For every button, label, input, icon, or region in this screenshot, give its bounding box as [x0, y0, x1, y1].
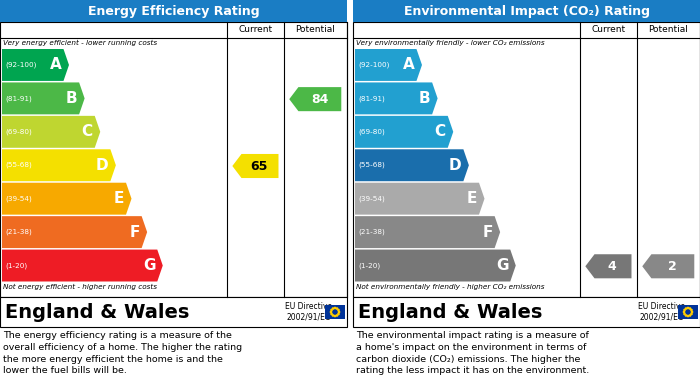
Text: D: D — [449, 158, 461, 173]
Text: 2: 2 — [668, 260, 677, 273]
Circle shape — [687, 316, 689, 317]
Circle shape — [685, 315, 687, 316]
Text: EU Directive
2002/91/EC: EU Directive 2002/91/EC — [638, 302, 685, 322]
Text: 65: 65 — [251, 160, 268, 172]
Text: (21-38): (21-38) — [358, 229, 385, 235]
Text: B: B — [419, 91, 430, 106]
Text: G: G — [143, 258, 155, 273]
Polygon shape — [232, 154, 279, 178]
Bar — [353, 22, 700, 297]
Text: E: E — [113, 191, 124, 206]
Bar — [325, 305, 345, 319]
Circle shape — [690, 315, 691, 316]
Text: (55-68): (55-68) — [358, 162, 385, 169]
Text: The environmental impact rating is a measure of
a home's impact on the environme: The environmental impact rating is a mea… — [356, 331, 589, 375]
Polygon shape — [2, 116, 100, 148]
Circle shape — [687, 307, 689, 308]
Text: (69-80): (69-80) — [358, 129, 385, 135]
Polygon shape — [355, 83, 438, 114]
Circle shape — [338, 313, 339, 315]
Polygon shape — [289, 87, 342, 111]
Polygon shape — [2, 183, 132, 215]
Text: EU Directive
2002/91/EC: EU Directive 2002/91/EC — [286, 302, 332, 322]
Circle shape — [332, 315, 334, 316]
Bar — [0, 297, 347, 327]
Bar — [353, 297, 700, 327]
Text: G: G — [496, 258, 508, 273]
Text: Very energy efficient - lower running costs: Very energy efficient - lower running co… — [3, 40, 157, 46]
Text: F: F — [130, 224, 139, 240]
Text: Potential: Potential — [295, 25, 335, 34]
Circle shape — [684, 313, 685, 315]
Text: The energy efficiency rating is a measure of the
overall efficiency of a home. T: The energy efficiency rating is a measur… — [3, 331, 242, 375]
Text: E: E — [467, 191, 477, 206]
Bar — [678, 305, 698, 319]
Text: (81-91): (81-91) — [5, 95, 32, 102]
Circle shape — [338, 309, 339, 311]
Polygon shape — [355, 216, 500, 248]
Text: (21-38): (21-38) — [5, 229, 32, 235]
Polygon shape — [355, 183, 484, 215]
Text: Current: Current — [592, 25, 626, 34]
Text: F: F — [482, 224, 493, 240]
Polygon shape — [2, 49, 69, 81]
Circle shape — [331, 309, 332, 311]
Text: Current: Current — [239, 25, 272, 34]
Text: (92-100): (92-100) — [5, 62, 36, 68]
Polygon shape — [2, 149, 116, 181]
Circle shape — [684, 309, 685, 311]
Circle shape — [691, 309, 692, 311]
Circle shape — [335, 307, 336, 308]
Polygon shape — [355, 116, 453, 148]
Polygon shape — [2, 216, 147, 248]
Text: (1-20): (1-20) — [5, 262, 27, 269]
Text: England & Wales: England & Wales — [358, 303, 542, 321]
Circle shape — [683, 311, 685, 313]
Text: Not environmentally friendly - higher CO₂ emissions: Not environmentally friendly - higher CO… — [356, 284, 545, 290]
Circle shape — [331, 313, 332, 315]
Text: (1-20): (1-20) — [358, 262, 380, 269]
Text: D: D — [96, 158, 108, 173]
Text: A: A — [50, 57, 62, 72]
Polygon shape — [2, 249, 163, 282]
Bar — [0, 0, 347, 22]
Bar — [0, 22, 347, 297]
Text: Environmental Impact (CO₂) Rating: Environmental Impact (CO₂) Rating — [403, 5, 650, 18]
Text: 84: 84 — [311, 93, 328, 106]
Polygon shape — [355, 149, 469, 181]
Text: (69-80): (69-80) — [5, 129, 32, 135]
Circle shape — [330, 311, 332, 313]
Circle shape — [685, 308, 687, 309]
Text: A: A — [402, 57, 414, 72]
Polygon shape — [2, 83, 85, 114]
Text: (92-100): (92-100) — [358, 62, 389, 68]
Text: (39-54): (39-54) — [358, 196, 385, 202]
Text: Not energy efficient - higher running costs: Not energy efficient - higher running co… — [3, 284, 157, 290]
Text: (39-54): (39-54) — [5, 196, 32, 202]
Circle shape — [690, 308, 691, 309]
Text: B: B — [66, 91, 77, 106]
Circle shape — [335, 316, 336, 317]
Circle shape — [691, 313, 692, 315]
Polygon shape — [355, 49, 422, 81]
Text: Very environmentally friendly - lower CO₂ emissions: Very environmentally friendly - lower CO… — [356, 40, 545, 46]
Text: (81-91): (81-91) — [358, 95, 385, 102]
Text: C: C — [435, 124, 446, 139]
Text: Energy Efficiency Rating: Energy Efficiency Rating — [88, 5, 259, 18]
Circle shape — [332, 308, 334, 309]
Text: England & Wales: England & Wales — [5, 303, 190, 321]
Text: C: C — [82, 124, 92, 139]
Text: (55-68): (55-68) — [5, 162, 32, 169]
Polygon shape — [585, 254, 631, 278]
Polygon shape — [355, 249, 516, 282]
Polygon shape — [643, 254, 694, 278]
Circle shape — [338, 311, 339, 313]
Text: Potential: Potential — [648, 25, 688, 34]
Bar — [353, 0, 700, 22]
Text: 4: 4 — [608, 260, 617, 273]
